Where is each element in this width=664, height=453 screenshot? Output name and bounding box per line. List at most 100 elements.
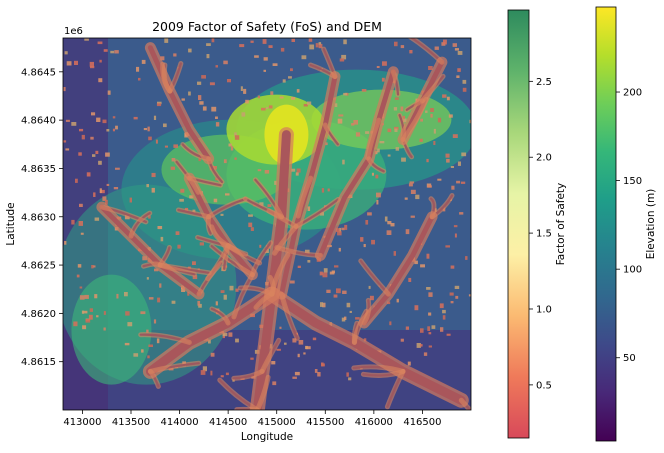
fos-cell bbox=[339, 58, 345, 62]
fos-cell bbox=[341, 317, 346, 322]
fos-cell bbox=[379, 141, 385, 144]
fos-cell bbox=[462, 87, 467, 92]
fos-cell bbox=[148, 297, 154, 300]
fos-cell bbox=[376, 200, 379, 205]
fos-cell bbox=[329, 271, 335, 275]
fos-cell bbox=[395, 147, 400, 151]
tributary-rim bbox=[272, 223, 299, 256]
fos-cell bbox=[100, 189, 105, 194]
elevation-colorbar-tick-label: 150 bbox=[623, 176, 642, 187]
fos-cell bbox=[451, 185, 455, 190]
tributary-rim bbox=[186, 175, 201, 195]
fos-cell bbox=[450, 166, 454, 168]
fos-cell bbox=[452, 43, 457, 47]
fos-cell bbox=[335, 228, 340, 232]
fos-cell bbox=[89, 61, 94, 67]
fos-cell bbox=[65, 119, 70, 122]
fos-cell bbox=[250, 357, 254, 360]
fos-cell bbox=[173, 53, 177, 57]
fos-cell bbox=[462, 79, 467, 84]
fos-cell bbox=[81, 134, 85, 140]
fos-cell bbox=[71, 122, 77, 126]
fos-cell bbox=[342, 159, 345, 165]
tributary-rim bbox=[295, 175, 314, 219]
elevation-colorbar-label: Elevation (m) bbox=[645, 189, 657, 260]
fos-cell bbox=[305, 346, 311, 350]
fos-cell bbox=[112, 128, 115, 132]
fos-cell bbox=[198, 303, 202, 308]
fos-cell bbox=[234, 135, 240, 140]
fos-cell bbox=[92, 154, 96, 157]
fos-cell bbox=[377, 148, 380, 153]
fos-cell bbox=[263, 69, 266, 72]
fos-cell bbox=[469, 119, 471, 124]
fos-cell bbox=[333, 294, 338, 298]
tributary-rim bbox=[365, 117, 382, 161]
fos-cell bbox=[322, 302, 326, 308]
valley-slope-rim bbox=[358, 211, 438, 329]
fos-cell bbox=[147, 355, 150, 359]
fos-cell bbox=[180, 188, 185, 193]
tributary-rim bbox=[217, 377, 260, 410]
y-offset-label: 1e6 bbox=[64, 26, 83, 37]
fos-cell bbox=[276, 348, 281, 351]
fos-cell bbox=[79, 128, 84, 132]
fos-cell bbox=[215, 301, 218, 306]
fos-cell bbox=[220, 375, 224, 378]
fos-cell bbox=[382, 61, 387, 66]
elevation-colorbar-ticks: 50 100 150 200 bbox=[616, 88, 642, 364]
fos-cell bbox=[223, 159, 227, 164]
fos-cell bbox=[102, 119, 107, 124]
chart-title: 2009 Factor of Safety (FoS) and DEM bbox=[152, 19, 382, 34]
x-tick-label: 415500 bbox=[306, 417, 344, 428]
tributary-rim bbox=[175, 207, 212, 220]
fos-cell bbox=[82, 310, 88, 314]
fos-cell bbox=[387, 301, 391, 305]
fos-cell bbox=[234, 157, 237, 160]
fos-cell bbox=[230, 146, 234, 151]
fos-cell bbox=[376, 66, 380, 68]
fos-cell bbox=[454, 233, 457, 238]
fos-cell bbox=[325, 142, 328, 146]
tributary-rim bbox=[321, 46, 338, 80]
fos-cell bbox=[106, 183, 110, 186]
fos-cell bbox=[338, 114, 344, 117]
fos-cell bbox=[82, 325, 87, 330]
fos-cell bbox=[448, 114, 453, 118]
fos-cell bbox=[157, 226, 163, 230]
fos-cell bbox=[433, 141, 436, 145]
fos-cell bbox=[164, 145, 168, 148]
fos-cell bbox=[268, 45, 273, 48]
fos-cell bbox=[456, 180, 461, 184]
fos-cell bbox=[160, 236, 164, 242]
fos-cell bbox=[259, 202, 264, 207]
x-tick-label: 416000 bbox=[355, 417, 393, 428]
fos-cell bbox=[94, 294, 98, 299]
tributary-rim bbox=[128, 210, 153, 239]
fos-cell bbox=[368, 285, 371, 289]
fos-cell bbox=[97, 41, 103, 45]
fos-cell bbox=[199, 242, 204, 246]
fos-cell bbox=[163, 123, 167, 128]
fos-cell bbox=[371, 239, 375, 245]
fos-colorbar-tick-label: 1.5 bbox=[536, 229, 552, 240]
fos-cell bbox=[241, 112, 246, 117]
tributary-rim bbox=[384, 368, 406, 410]
fos-cell bbox=[437, 178, 442, 181]
fos-cell bbox=[66, 61, 72, 66]
fos-cell bbox=[420, 344, 423, 347]
fos-cell bbox=[257, 169, 262, 172]
fos-cell bbox=[321, 188, 325, 193]
fos-cell bbox=[90, 136, 94, 140]
fos-colorbar-tick-label: 2.5 bbox=[536, 77, 552, 88]
fos-cell bbox=[189, 195, 194, 199]
fos-cell bbox=[127, 322, 133, 327]
elevation-colorbar-tick-label: 50 bbox=[623, 353, 636, 364]
fos-cell bbox=[148, 344, 153, 347]
fos-cell bbox=[225, 372, 229, 376]
fos-cell bbox=[327, 188, 330, 192]
fos-cell bbox=[240, 86, 243, 91]
fos-cell bbox=[404, 197, 408, 200]
fos-cell bbox=[437, 117, 442, 123]
fos-cell bbox=[442, 315, 446, 320]
